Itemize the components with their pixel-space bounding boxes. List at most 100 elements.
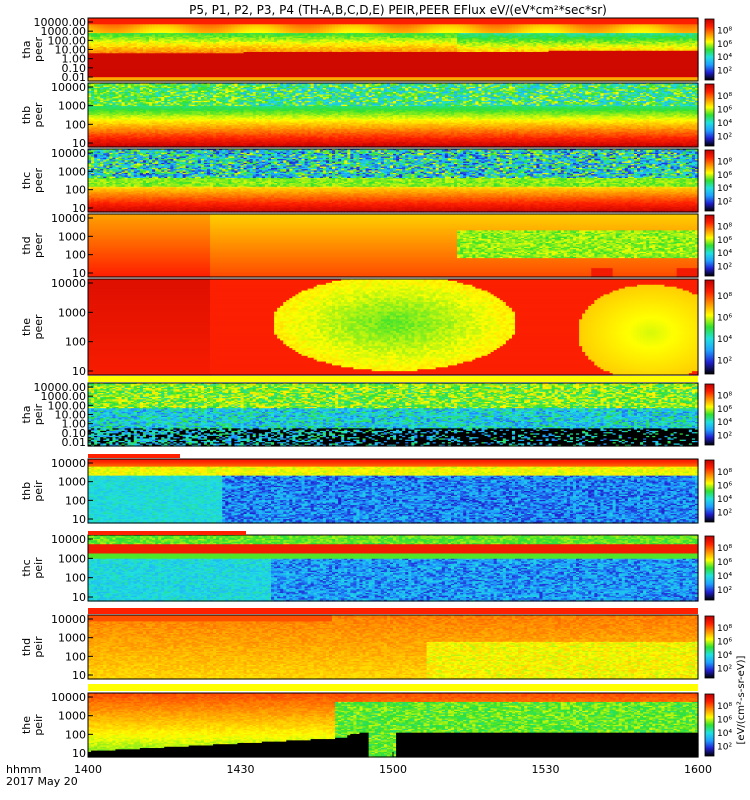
colorbar-tick-label: 10⁸	[717, 392, 732, 402]
instrument-label: peir	[32, 714, 45, 736]
colorbar-tick-label: 10⁴	[717, 53, 732, 63]
panel-tha-peer: 10000.001000.00100.0010.001.000.100.01th…	[20, 16, 732, 84]
y-tick-label: 10	[72, 365, 86, 378]
colorbar-tick-label: 10⁴	[717, 651, 732, 661]
y-tick-label: 1000	[58, 230, 86, 243]
instrument-label: peer	[32, 314, 45, 340]
colorbar-tick-label: 10²	[717, 262, 732, 272]
colorbar-tick-label: 10⁸	[717, 468, 732, 478]
y-tick-label: 1000	[58, 476, 86, 489]
colorbar-tick-label: 10⁴	[717, 729, 732, 739]
x-tick-label: 1600	[684, 763, 712, 776]
instrument-label: peer	[32, 233, 45, 259]
spectrogram-figure: P5, P1, P2, P3, P4 (TH-A,B,C,D,E) PEIR,P…	[0, 0, 750, 800]
colorbar	[705, 19, 714, 80]
colorbar-tick-label: 10⁴	[717, 119, 732, 129]
colorbar-tick-label: 10²	[717, 586, 732, 596]
colorbar-tick-label: 10⁶	[717, 637, 732, 647]
x-tick-label: 1500	[379, 763, 407, 776]
colorbar-tick-label: 10⁴	[717, 249, 732, 259]
y-tick-labels: 10000 1000 100 10	[51, 277, 93, 378]
colorbar-tick-label: 10⁸	[717, 223, 732, 233]
coverage-stripe	[88, 454, 180, 458]
colorbar	[705, 694, 714, 756]
y-tick-label: 1000	[58, 165, 86, 178]
y-tick-label: 10000	[51, 691, 86, 704]
coverage-stripe	[88, 684, 698, 691]
colorbar-tick-label: 10²	[717, 356, 732, 366]
y-tick-labels: 10000 1000 100 10	[51, 691, 93, 760]
y-tick-label: 10000	[51, 613, 86, 626]
colorbar-tick-label: 10²	[717, 431, 732, 441]
colorbar	[705, 460, 714, 522]
spectrogram-image	[88, 83, 699, 148]
colorbar-tick-label: 10⁴	[717, 184, 732, 194]
y-tick-label: 10	[72, 591, 86, 604]
colorbar-tick-label: 10⁶	[717, 715, 732, 725]
spectrogram-image	[88, 214, 699, 278]
instrument-label: peer	[32, 102, 45, 128]
colorbar-tick-label: 10²	[717, 664, 732, 674]
y-tick-label: 10000	[51, 277, 86, 290]
colorbar-tick-label: 10⁴	[717, 572, 732, 582]
panel-tha-peir: 10000.001000.00100.0010.001.000.100.01th…	[20, 381, 732, 449]
colorbar-tick-label: 10⁸	[717, 27, 732, 37]
instrument-label: peer	[32, 168, 45, 194]
colorbar-tick-label: 10⁶	[717, 558, 732, 568]
colorbar	[705, 384, 714, 445]
coverage-stripe	[88, 608, 698, 614]
y-tick-label: 10000	[51, 212, 86, 225]
y-tick-label: 0.01	[62, 436, 87, 449]
y-tick-label: 100	[65, 728, 86, 741]
spectrogram-image	[88, 459, 699, 524]
colorbar-tick-label: 10²	[717, 197, 732, 207]
colorbar-tick-label: 10⁴	[717, 495, 732, 505]
colorbar-tick-label: 10⁶	[717, 105, 732, 115]
y-tick-label: 10000	[51, 81, 86, 94]
colorbar-tick-label: 10⁶	[717, 171, 732, 181]
y-tick-label: 10000	[51, 147, 86, 160]
y-tick-label: 100	[65, 650, 86, 663]
y-tick-label: 100	[65, 336, 86, 349]
y-tick-label: 10	[72, 513, 86, 526]
colorbar-tick-label: 10⁴	[717, 335, 732, 345]
spectrogram-canvas: P5, P1, P2, P3, P4 (TH-A,B,C,D,E) PEIR,P…	[0, 0, 750, 800]
y-tick-label: 10	[72, 669, 86, 682]
colorbar	[705, 150, 714, 211]
panel-stack: 10000.001000.00100.0010.001.000.100.01th…	[20, 16, 732, 760]
y-tick-label: 100	[65, 494, 86, 507]
instrument-label: peir	[32, 480, 45, 502]
colorbar	[705, 616, 714, 678]
colorbar-tick-label: 10²	[717, 508, 732, 518]
y-tick-label: 10000	[51, 533, 86, 546]
colorbar-tick-label: 10⁸	[717, 702, 732, 712]
y-tick-label: 1000	[58, 710, 86, 723]
colorbar-tick-label: 10⁴	[717, 418, 732, 428]
colorbar	[705, 215, 714, 276]
y-tick-label: 10	[72, 747, 86, 760]
y-tick-label: 1000	[58, 552, 86, 565]
x-tick-label: 1530	[532, 763, 560, 776]
colorbar-tick-label: 10⁶	[717, 481, 732, 491]
colorbar-units-label: [eV/(cm²-s-sr-eV)]	[736, 655, 747, 744]
colorbar-tick-label: 10⁶	[717, 405, 732, 415]
y-tick-label: 1000	[58, 306, 86, 319]
colorbar	[705, 536, 714, 600]
figure-title: P5, P1, P2, P3, P4 (TH-A,B,C,D,E) PEIR,P…	[189, 3, 607, 17]
colorbar-tick-label: 10⁸	[717, 624, 732, 634]
x-tick-label: 1400	[74, 763, 102, 776]
instrument-label: peer	[32, 37, 45, 63]
spectrogram-image	[88, 693, 699, 758]
colorbar-tick-label: 10²	[717, 132, 732, 142]
y-tick-label: 1000	[58, 100, 86, 113]
spectrogram-image	[88, 535, 699, 602]
coverage-stripe	[88, 376, 698, 382]
